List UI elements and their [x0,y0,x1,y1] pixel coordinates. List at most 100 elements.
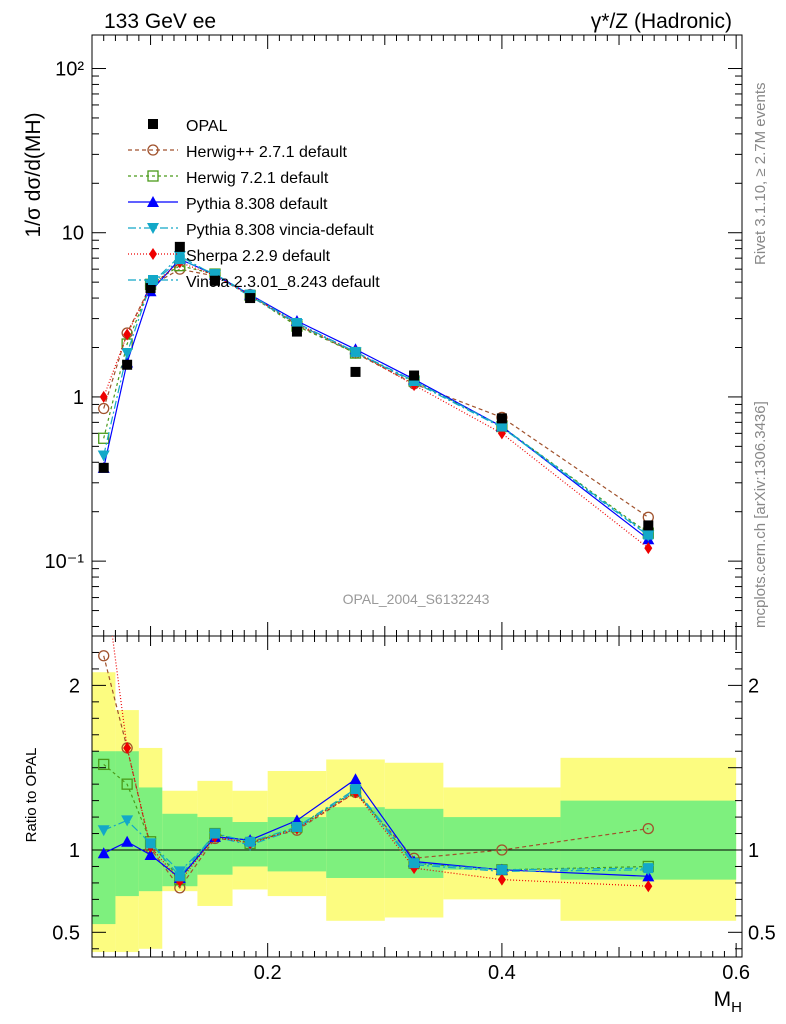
series-point [497,873,506,886]
series-point [409,376,420,387]
ratio-panel: 2 2 1 1 0.5 0.5 0.2 0.4 0.6 Ratio to OPAL MH [23,564,776,1016]
series-point [496,844,508,856]
opal-point [496,413,507,424]
series-line [103,258,649,540]
series-line [103,255,649,537]
legend-label: Herwig 7.2.1 default [186,170,329,187]
legend-marker [147,144,159,156]
legend-label: Pythia 8.308 vincia-default [186,222,374,239]
opal-point [122,359,133,370]
opal-point [145,283,156,294]
opal-point [209,275,220,286]
series-point [245,836,256,847]
legend-label: Vincia 2.3.01_8.243 default [186,274,380,291]
y-tick-label-right: 2 [748,675,759,697]
series-point [209,828,220,839]
y-tick-label-right: 0.5 [748,922,776,944]
series-point [174,254,185,265]
y-tick-label: 10² [55,59,84,81]
watermark: OPAL_2004_S6132243 [343,591,490,607]
series-point [100,564,108,576]
series-point [121,835,134,847]
series-point [409,858,420,869]
ratio-frame [91,635,743,958]
series-point [174,871,185,882]
band-inner [197,817,233,875]
opal-point [174,241,185,252]
legend-marker [149,248,157,260]
series-line [150,788,649,878]
mcplots-label: mcplots.cern.ch [arXiv:1306.3436] [752,401,769,628]
x-axis-label-main: M [714,988,732,1011]
band-inner [443,817,561,870]
rivet-label: Rivet 3.1.10, ≥ 2.7M events [752,83,769,266]
series-3 [97,251,655,542]
series-1 [98,260,654,539]
series-point [643,863,654,874]
series-point [97,450,110,462]
uncertainty-bands [92,672,737,953]
y-axis-label: 1/σ dσ/d(MH) [22,112,45,237]
series-point [99,390,108,403]
legend-label: Sherpa 2.2.9 default [186,248,331,265]
x-axis-label-sub: H [731,999,742,1016]
opal-data [98,241,654,531]
series-point [644,542,653,555]
series-point [144,848,157,860]
y-tick-label: 1 [73,387,84,409]
series-point [123,328,132,341]
series-point [643,529,654,540]
legend-marker [147,223,159,234]
legend-label: Herwig++ 2.7.1 default [186,144,348,161]
y-tick-label: 0.5 [52,922,80,944]
header-left: 133 GeV ee [104,10,216,33]
series-point [496,864,507,875]
series-line [103,265,649,534]
legend-marker [147,196,159,207]
series-point [291,821,302,832]
legend-marker [148,275,158,285]
y-tick-label: 10⁻¹ [45,551,85,573]
series-line [103,268,649,518]
series-point [350,346,361,357]
x-axis-label: MH [714,988,742,1016]
legend: OPAL Herwig++ 2.7.1 default Herwig 7.2.1 d… [128,118,380,291]
x-tick-label: 0.6 [722,962,750,984]
legend-marker [147,170,159,182]
series-2 [97,253,655,545]
y-tick-label: 1 [69,840,80,862]
main-panel: 10² 10 1 10⁻¹ 1/σ dσ/d(MH) OPAL_2004_S6132243 [22,34,743,637]
opal-point [98,462,109,473]
series-point [642,870,655,882]
y-tick-label-right: 1 [748,840,759,862]
ratio-y-axis-label: Ratio to OPAL [23,748,40,843]
opal-point [643,520,654,531]
band-inner [92,751,116,925]
series-line [103,789,649,873]
series-5 [145,784,654,882]
series-point [121,348,134,360]
x-tick-label: 0.4 [488,962,516,984]
series-4 [99,256,653,555]
series-point [145,838,156,849]
series-point [97,825,110,837]
series-point [98,432,110,444]
opal-point [409,370,420,381]
series-point [97,847,110,859]
y-tick-label: 2 [69,675,80,697]
series-point [98,402,110,415]
series-line [103,261,649,549]
series-point [121,778,133,790]
opal-point [245,293,256,304]
band-inner [326,807,385,878]
x-tick-label: 0.2 [254,962,282,984]
series-0 [98,263,654,523]
series-point [496,421,507,432]
series-line [150,258,649,536]
series-point [98,650,110,662]
legend-marker [148,119,158,129]
series-point [209,269,220,280]
series-point [350,784,361,795]
opal-point [291,326,302,337]
